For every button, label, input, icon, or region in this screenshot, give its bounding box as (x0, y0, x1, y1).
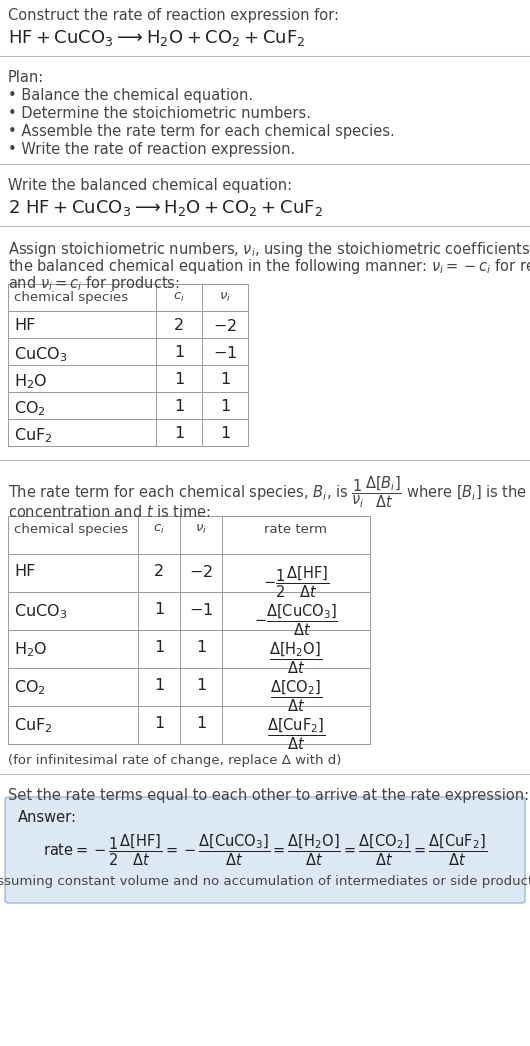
Text: $c_i$: $c_i$ (153, 523, 165, 537)
Text: $-2$: $-2$ (213, 318, 237, 334)
Text: 1: 1 (154, 640, 164, 655)
Text: $-1$: $-1$ (213, 345, 237, 361)
Text: • Determine the stoichiometric numbers.: • Determine the stoichiometric numbers. (8, 106, 311, 121)
Text: CO$_2$: CO$_2$ (14, 678, 46, 697)
Text: the balanced chemical equation in the following manner: $\nu_i = -c_i$ for react: the balanced chemical equation in the fo… (8, 257, 530, 276)
Text: Assign stoichiometric numbers, $\nu_i$, using the stoichiometric coefficients, $: Assign stoichiometric numbers, $\nu_i$, … (8, 240, 530, 259)
Text: 1: 1 (154, 602, 164, 617)
Text: • Balance the chemical equation.: • Balance the chemical equation. (8, 88, 253, 103)
Text: H$_2$O: H$_2$O (14, 640, 47, 659)
Text: $\mathrm{rate} = -\dfrac{1}{2}\dfrac{\Delta[\mathrm{HF}]}{\Delta t} = -\dfrac{\D: $\mathrm{rate} = -\dfrac{1}{2}\dfrac{\De… (43, 832, 487, 867)
Text: 1: 1 (174, 372, 184, 387)
Text: 1: 1 (174, 426, 184, 441)
Text: $c_i$: $c_i$ (173, 291, 185, 304)
Text: 1: 1 (220, 372, 230, 387)
Text: chemical species: chemical species (14, 523, 128, 536)
Text: Answer:: Answer: (18, 810, 77, 825)
Text: $\mathrm{2\ HF + CuCO_3 \longrightarrow H_2O + CO_2 + CuF_2}$: $\mathrm{2\ HF + CuCO_3 \longrightarrow … (8, 198, 323, 218)
Text: 1: 1 (196, 678, 206, 693)
Text: HF: HF (14, 318, 36, 333)
Text: The rate term for each chemical species, $B_i$, is $\dfrac{1}{\nu_i}\dfrac{\Delt: The rate term for each chemical species,… (8, 474, 530, 509)
Text: • Write the rate of reaction expression.: • Write the rate of reaction expression. (8, 142, 295, 157)
Text: CuCO$_3$: CuCO$_3$ (14, 345, 67, 364)
Text: $\dfrac{\Delta[\mathrm{CuF_2}]}{\Delta t}$: $\dfrac{\Delta[\mathrm{CuF_2}]}{\Delta t… (267, 717, 325, 752)
Text: • Assemble the rate term for each chemical species.: • Assemble the rate term for each chemic… (8, 124, 395, 139)
Text: CuF$_2$: CuF$_2$ (14, 717, 52, 734)
Text: HF: HF (14, 564, 36, 579)
Text: CO$_2$: CO$_2$ (14, 399, 46, 417)
Text: Construct the rate of reaction expression for:: Construct the rate of reaction expressio… (8, 8, 339, 23)
Text: $\dfrac{\Delta[\mathrm{CO_2}]}{\Delta t}$: $\dfrac{\Delta[\mathrm{CO_2}]}{\Delta t}… (270, 678, 322, 713)
Text: H$_2$O: H$_2$O (14, 372, 47, 391)
Text: $-\dfrac{1}{2}\dfrac{\Delta[\mathrm{HF}]}{\Delta t}$: $-\dfrac{1}{2}\dfrac{\Delta[\mathrm{HF}]… (263, 564, 329, 599)
Text: 1: 1 (196, 640, 206, 655)
Text: $\nu_i$: $\nu_i$ (219, 291, 231, 304)
Text: 1: 1 (174, 345, 184, 360)
Text: (for infinitesimal rate of change, replace Δ with d): (for infinitesimal rate of change, repla… (8, 754, 341, 767)
Text: 1: 1 (196, 717, 206, 731)
Text: and $\nu_i = c_i$ for products:: and $\nu_i = c_i$ for products: (8, 274, 180, 293)
Text: 2: 2 (154, 564, 164, 579)
Text: Write the balanced chemical equation:: Write the balanced chemical equation: (8, 178, 292, 194)
Text: Plan:: Plan: (8, 70, 44, 85)
Text: (assuming constant volume and no accumulation of intermediates or side products): (assuming constant volume and no accumul… (0, 876, 530, 888)
Text: Set the rate terms equal to each other to arrive at the rate expression:: Set the rate terms equal to each other t… (8, 788, 529, 803)
Text: chemical species: chemical species (14, 291, 128, 304)
Text: $\nu_i$: $\nu_i$ (195, 523, 207, 537)
Text: 1: 1 (154, 678, 164, 693)
Text: 2: 2 (174, 318, 184, 333)
Text: CuCO$_3$: CuCO$_3$ (14, 602, 67, 620)
Text: 1: 1 (220, 399, 230, 414)
Text: $\dfrac{\Delta[\mathrm{H_2O}]}{\Delta t}$: $\dfrac{\Delta[\mathrm{H_2O}]}{\Delta t}… (269, 640, 323, 676)
Text: 1: 1 (154, 717, 164, 731)
Text: rate term: rate term (264, 523, 328, 536)
FancyBboxPatch shape (5, 797, 525, 903)
Text: 1: 1 (220, 426, 230, 441)
Text: 1: 1 (174, 399, 184, 414)
Text: $-1$: $-1$ (189, 602, 213, 618)
Text: concentration and $t$ is time:: concentration and $t$ is time: (8, 504, 211, 520)
Text: CuF$_2$: CuF$_2$ (14, 426, 52, 445)
Text: $-\dfrac{\Delta[\mathrm{CuCO_3}]}{\Delta t}$: $-\dfrac{\Delta[\mathrm{CuCO_3}]}{\Delta… (254, 602, 338, 638)
Text: $-2$: $-2$ (189, 564, 213, 579)
Text: $\mathrm{HF + CuCO_3 \longrightarrow H_2O + CO_2 + CuF_2}$: $\mathrm{HF + CuCO_3 \longrightarrow H_2… (8, 28, 305, 48)
